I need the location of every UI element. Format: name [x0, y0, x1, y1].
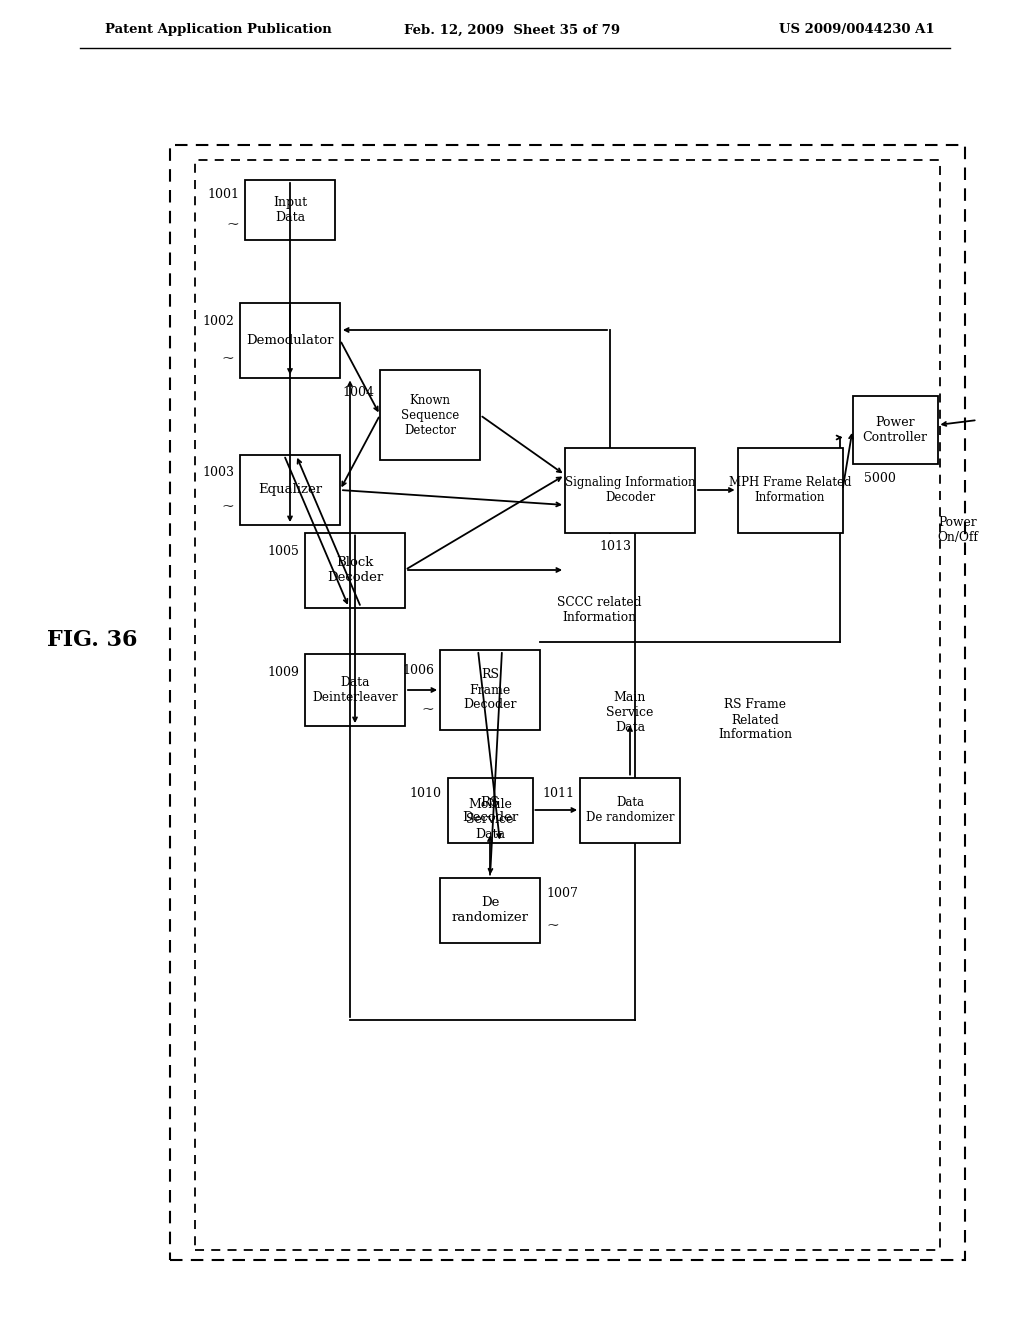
Text: 1013: 1013	[599, 540, 631, 553]
Text: MPH Frame Related
Information: MPH Frame Related Information	[729, 477, 851, 504]
Text: 1001: 1001	[207, 189, 239, 202]
Text: Data
Deinterleaver: Data Deinterleaver	[312, 676, 397, 704]
Text: 1006: 1006	[402, 664, 434, 676]
Text: FIG. 36: FIG. 36	[47, 630, 137, 651]
Bar	[565, 447, 695, 532]
Bar	[240, 455, 340, 525]
Bar	[305, 653, 406, 726]
Text: Power
Controller: Power Controller	[862, 416, 928, 444]
Text: Patent Application Publication: Patent Application Publication	[105, 24, 332, 37]
Text: ~: ~	[221, 500, 234, 515]
Text: ~: ~	[421, 704, 434, 717]
Text: ~: ~	[226, 218, 239, 232]
Text: Power
On/Off: Power On/Off	[937, 516, 978, 544]
Text: 1003: 1003	[202, 466, 234, 479]
Text: Data
De randomizer: Data De randomizer	[586, 796, 674, 824]
Bar	[737, 447, 843, 532]
Text: Mobile
Service
Data: Mobile Service Data	[466, 799, 514, 841]
Text: Feb. 12, 2009  Sheet 35 of 79: Feb. 12, 2009 Sheet 35 of 79	[403, 24, 621, 37]
Text: SCCC related
Information: SCCC related Information	[557, 597, 641, 624]
Bar	[305, 532, 406, 607]
Bar	[580, 777, 680, 842]
Text: Main
Service
Data: Main Service Data	[606, 690, 653, 734]
Text: 1007: 1007	[546, 887, 578, 900]
Text: 5000: 5000	[864, 471, 896, 484]
Text: RS
Frame
Decoder: RS Frame Decoder	[463, 668, 517, 711]
Text: Input
Data: Input Data	[273, 195, 307, 224]
Bar	[170, 145, 965, 1261]
Text: 1010: 1010	[410, 787, 441, 800]
Bar	[380, 370, 480, 459]
Text: Demodulator: Demodulator	[246, 334, 334, 346]
Bar	[853, 396, 938, 465]
Text: 1005: 1005	[267, 545, 299, 558]
Text: RS Frame
Related
Information: RS Frame Related Information	[718, 698, 793, 742]
Text: 1009: 1009	[267, 665, 299, 678]
Text: RS
Decoder: RS Decoder	[462, 796, 518, 824]
Text: ~: ~	[221, 351, 234, 366]
Bar	[195, 160, 940, 1250]
Bar	[245, 180, 335, 240]
Text: Block
Decoder: Block Decoder	[327, 556, 383, 583]
Text: 1011: 1011	[542, 787, 574, 800]
Bar	[440, 878, 540, 942]
Text: Equalizer: Equalizer	[258, 483, 323, 496]
Text: 1002: 1002	[202, 314, 234, 327]
Bar	[447, 777, 532, 842]
Text: Known
Sequence
Detector: Known Sequence Detector	[400, 393, 459, 437]
Bar	[440, 649, 540, 730]
Text: De
randomizer: De randomizer	[452, 896, 528, 924]
Text: Signaling Information
Decoder: Signaling Information Decoder	[565, 477, 695, 504]
Text: US 2009/0044230 A1: US 2009/0044230 A1	[779, 24, 935, 37]
Bar	[240, 302, 340, 378]
Text: ~: ~	[546, 919, 559, 933]
Text: 1004: 1004	[342, 385, 374, 399]
